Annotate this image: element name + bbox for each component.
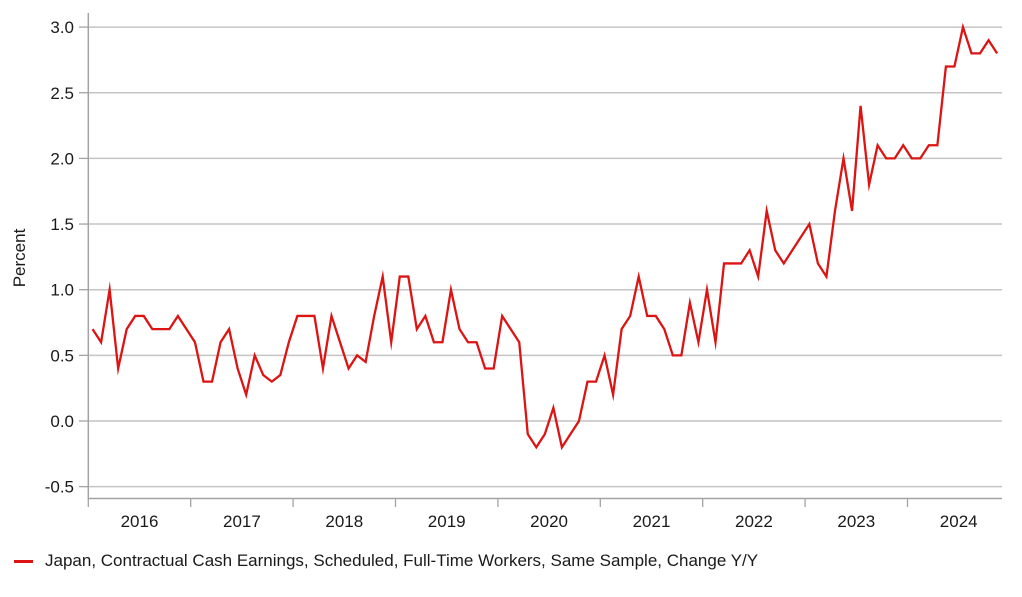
- x-tick-label: 2019: [428, 512, 466, 531]
- y-tick-label: 2.0: [50, 149, 74, 168]
- x-tick-label: 2018: [325, 512, 363, 531]
- legend-label: Japan, Contractual Cash Earnings, Schedu…: [45, 551, 759, 570]
- y-tick-label: 3.0: [50, 18, 74, 37]
- x-tick-label: 2022: [735, 512, 773, 531]
- x-tick-label: 2020: [530, 512, 568, 531]
- x-tick-label: 2017: [223, 512, 261, 531]
- legend: Japan, Contractual Cash Earnings, Schedu…: [14, 551, 758, 571]
- x-tick-label: 2024: [940, 512, 978, 531]
- x-tick-label: 2023: [837, 512, 875, 531]
- y-tick-label: 0.5: [50, 346, 74, 365]
- y-tick-label: 2.5: [50, 84, 74, 103]
- y-tick-label: 1.5: [50, 215, 74, 234]
- y-tick-label: -0.5: [45, 478, 74, 497]
- y-tick-label: 1.0: [50, 281, 74, 300]
- y-tick-label: 0.0: [50, 412, 74, 431]
- x-tick-label: 2021: [633, 512, 671, 531]
- y-axis-title: Percent: [10, 228, 29, 288]
- x-tick-label: 2016: [121, 512, 159, 531]
- legend-line-swatch-icon: [14, 559, 33, 563]
- data-line: [91, 22, 999, 451]
